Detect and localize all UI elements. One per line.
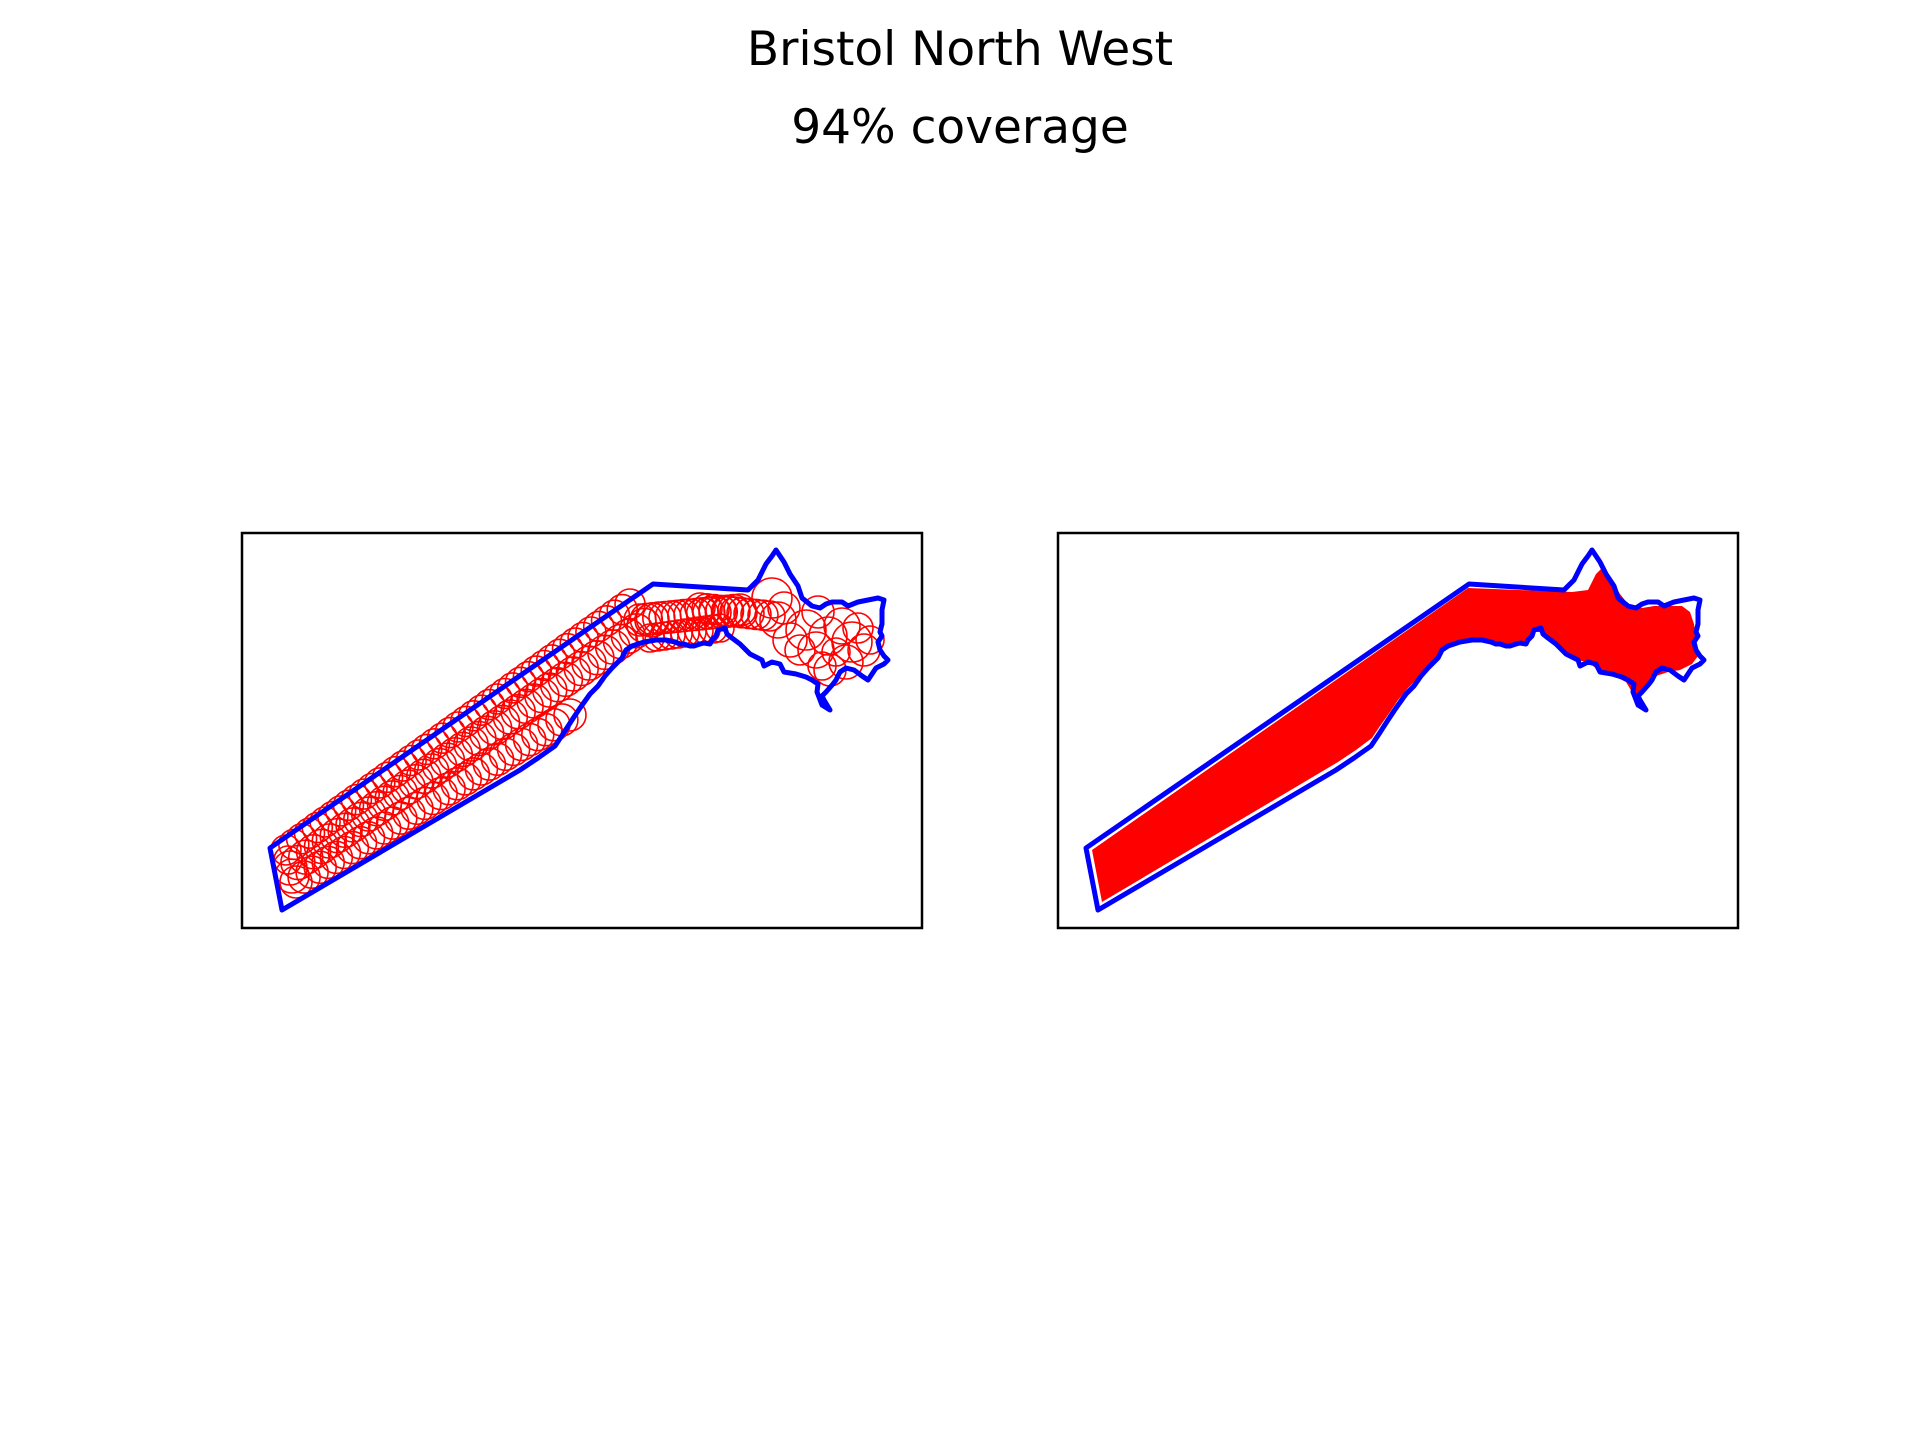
coverage-circle: [504, 727, 539, 762]
coverage-circle: [705, 594, 737, 627]
coverage-circle: [391, 796, 426, 831]
left-map-panel: [240, 531, 924, 930]
coverage-circle: [535, 644, 568, 676]
coverage-circle: [400, 791, 434, 826]
coverage-circle: [432, 771, 466, 806]
coverage-circle: [504, 666, 537, 699]
coverage-circle: [416, 781, 450, 816]
left-panel-frame: [240, 531, 924, 930]
constituency-boundary: [1083, 547, 1707, 913]
constituency-boundary: [267, 547, 891, 913]
coverage-circle: [598, 599, 631, 632]
coverage-circle: [823, 607, 861, 645]
coverage-circle: [456, 757, 491, 791]
coverage-circle: [319, 840, 354, 875]
coverage-circle: [375, 806, 410, 840]
coverage-circle: [472, 747, 507, 781]
coverage-subtitle: 94% coverage: [791, 100, 1129, 155]
coverage-circle: [367, 811, 402, 845]
coverage-circle: [520, 655, 553, 687]
coverage-circle: [559, 627, 592, 659]
coverage-circle: [359, 816, 394, 850]
coverage-circle: [855, 625, 885, 655]
coverage-circle: [784, 634, 816, 666]
right-map-panel: [1056, 531, 1740, 930]
coverage-circle: [684, 592, 716, 624]
coverage-circle: [553, 698, 587, 732]
coverage-circle: [440, 766, 475, 801]
coverage-circle: [847, 633, 881, 667]
figure-title: Bristol North West: [746, 22, 1174, 77]
coverage-circle: [785, 609, 827, 651]
coverage-circle: [303, 850, 338, 885]
coverage-circle: [740, 598, 772, 631]
coverage-circle: [842, 612, 874, 644]
coverage-circle: [726, 596, 758, 629]
coverage-circle: [335, 830, 370, 865]
coverage-circle: [808, 616, 848, 656]
coverage-circle: [691, 592, 723, 625]
coverage-circle: [801, 595, 835, 629]
coverage-circle: [512, 660, 545, 693]
coverage-circle: [543, 638, 576, 671]
coverage-circle: [575, 616, 607, 648]
coverage-circle: [351, 820, 386, 855]
coverage-circle: [551, 632, 584, 665]
coverage-circle: [512, 722, 547, 757]
coverage-circles: [270, 577, 885, 899]
coverage-circle: [712, 595, 744, 628]
coverage-circle: [828, 644, 864, 680]
coverage-circle: [496, 672, 529, 704]
coverage-circle: [759, 601, 797, 639]
coverage-circle: [567, 621, 599, 654]
coverage-circle: [528, 649, 560, 682]
right-panel-frame: [1056, 531, 1740, 930]
coverage-circle: [528, 712, 563, 747]
coverage-circle: [719, 596, 751, 628]
coverage-circle: [590, 604, 623, 637]
coverage-circle: [831, 621, 873, 663]
coverage-circle: [408, 786, 442, 821]
coverage-circle: [767, 591, 801, 625]
coverage-circle: [807, 651, 837, 681]
coverage-circle: [496, 732, 531, 767]
coverage-circle: [448, 762, 483, 796]
coverage-circle: [733, 597, 765, 630]
coverage-circle: [311, 845, 346, 880]
merged-coverage-area: [1092, 568, 1698, 902]
coverage-circle: [488, 737, 523, 772]
coverage-circle: [698, 593, 730, 626]
coverage-circle: [279, 865, 313, 899]
coverage-circle: [606, 593, 639, 626]
coverage-circle: [582, 610, 615, 643]
